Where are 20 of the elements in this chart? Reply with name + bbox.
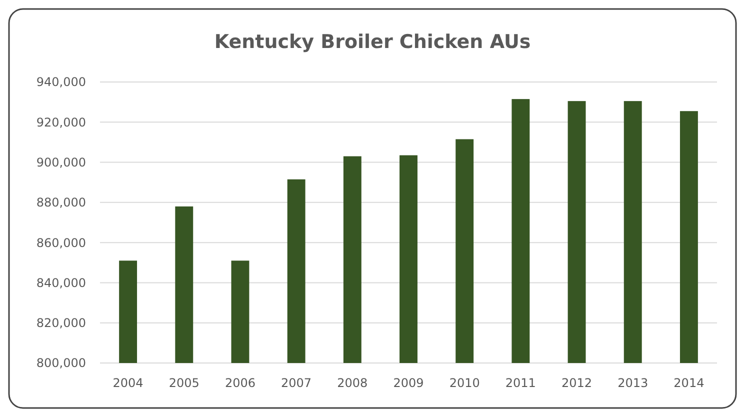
x-tick-label: 2011 bbox=[505, 376, 536, 390]
y-tick-label: 860,000 bbox=[36, 236, 86, 250]
y-tick-label: 900,000 bbox=[36, 155, 86, 170]
x-tick-label: 2014 bbox=[674, 376, 704, 390]
x-tick-label: 2013 bbox=[618, 376, 648, 390]
x-tick-label: 2006 bbox=[224, 376, 256, 390]
x-tick-label: 2010 bbox=[449, 376, 480, 390]
x-tick-label: 2008 bbox=[337, 376, 368, 390]
x-tick-label: 2007 bbox=[281, 376, 312, 390]
y-tick-label: 920,000 bbox=[36, 115, 86, 130]
y-tick-label: 820,000 bbox=[36, 316, 86, 330]
y-tick-label: 880,000 bbox=[36, 196, 86, 210]
x-tick-label: 2012 bbox=[562, 376, 592, 390]
x-tick-label: 2004 bbox=[112, 376, 144, 390]
y-tick-label: 800,000 bbox=[36, 356, 86, 370]
x-tick-label: 2005 bbox=[168, 376, 200, 390]
chart-title: Kentucky Broiler Chicken AUs bbox=[214, 31, 531, 53]
y-tick-label: 840,000 bbox=[36, 276, 86, 290]
x-tick-label: 2009 bbox=[393, 376, 424, 390]
y-tick-label: 940,000 bbox=[36, 75, 86, 90]
